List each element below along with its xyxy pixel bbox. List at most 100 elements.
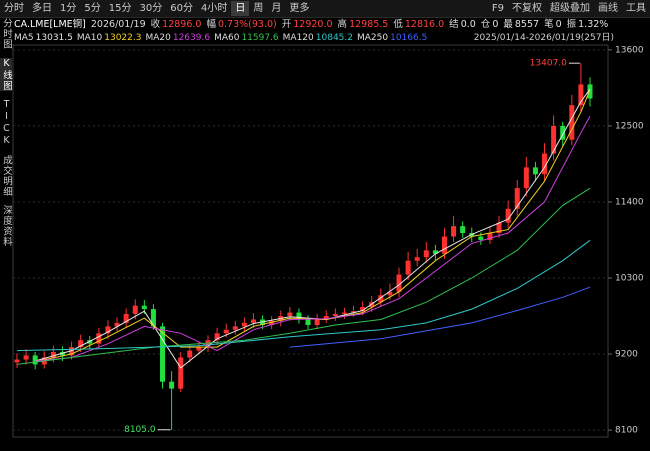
candle-body xyxy=(569,105,575,140)
candle-body xyxy=(14,359,20,363)
candle-body xyxy=(332,313,338,317)
candle-body xyxy=(214,333,220,341)
candle-body xyxy=(323,316,329,320)
candle-body xyxy=(414,257,420,261)
y-tick-label: 11400 xyxy=(615,197,644,207)
candle-body xyxy=(423,250,429,258)
quote-value: 8557 xyxy=(514,19,540,30)
ma-line xyxy=(289,286,591,348)
candle-body xyxy=(269,320,275,325)
legend-value: 10166.5 xyxy=(390,33,428,43)
candle-body xyxy=(78,340,84,348)
tool-button[interactable]: F9 xyxy=(491,3,504,14)
quote-value: 0 xyxy=(555,19,562,30)
quote-value: 0 xyxy=(492,19,499,30)
legend-value: 13022.3 xyxy=(104,33,142,43)
candle-body xyxy=(341,312,347,314)
candle-body xyxy=(551,125,557,154)
side-tab[interactable]: 成交明细 xyxy=(1,154,12,197)
period-button[interactable]: 更多 xyxy=(289,3,310,14)
date-range: 2025/01/14-2026/01/19(257日) xyxy=(473,33,614,43)
candle-body xyxy=(396,274,402,292)
quote-label: 开 xyxy=(281,19,292,30)
period-button[interactable]: 月 xyxy=(271,3,282,14)
quote-value: 1.32% xyxy=(578,19,609,30)
legend-name: MA60 xyxy=(214,33,240,43)
candle-body xyxy=(50,351,56,358)
legend-name: MA120 xyxy=(282,33,314,43)
quote-label: 高 xyxy=(337,19,348,30)
quote-field: 高 12985.5 xyxy=(338,18,389,31)
quote-header: CA.LME[LME铜] 2026/01/19 收 12896.0 幅 0.73%(9… xyxy=(14,18,608,31)
candle-body xyxy=(487,233,493,240)
candle-body xyxy=(314,319,320,325)
tool-button[interactable]: 画线 xyxy=(598,3,618,14)
period-button[interactable]: 多日 xyxy=(32,3,52,14)
candle-body xyxy=(542,153,548,175)
legend-name: MA10 xyxy=(76,33,103,43)
legend-item: MA5 13031.5 xyxy=(14,32,73,44)
ma-line xyxy=(35,115,591,362)
side-tab[interactable]: 深度资料 xyxy=(1,204,12,247)
tool-button[interactable]: 不复权 xyxy=(512,3,542,14)
quote-value: 0.0 xyxy=(460,19,476,30)
quote-label: 低 xyxy=(393,19,403,30)
candle-body xyxy=(150,309,156,327)
candle-body xyxy=(560,125,566,140)
quote-value: 12985.5 xyxy=(349,19,389,30)
candle-body xyxy=(478,236,484,240)
tool-button[interactable]: 超级叠加 xyxy=(550,3,590,14)
period-button[interactable]: 1分 xyxy=(60,3,77,14)
side-tab[interactable]: K线图 xyxy=(0,57,12,91)
legend-item: MA250 10166.5 xyxy=(357,32,427,44)
quote-label: 收 xyxy=(150,19,161,30)
y-tick-label: 12500 xyxy=(615,121,644,131)
candle-body xyxy=(187,350,193,358)
legend-name: MA20 xyxy=(145,33,171,43)
quote-label: 仓 xyxy=(480,19,491,30)
plot-frame xyxy=(12,44,609,438)
candle-body xyxy=(250,319,256,323)
quote-field: 结 0.0 xyxy=(449,18,476,31)
quote-label: 结 xyxy=(449,19,459,30)
ma-line xyxy=(16,187,591,365)
period-button[interactable]: 15分 xyxy=(108,3,132,14)
candle-body xyxy=(32,355,38,365)
candle-body xyxy=(351,311,357,313)
quote-label: 最 xyxy=(503,19,513,30)
side-tab[interactable]: 分时图 xyxy=(1,18,12,50)
candle-body xyxy=(178,357,184,389)
period-button[interactable]: 4小时 xyxy=(200,3,228,14)
side-tab[interactable]: TICK xyxy=(1,98,12,147)
candle-body xyxy=(514,188,520,209)
period-button[interactable]: 30分 xyxy=(139,3,163,14)
legend-item: MA120 10845.2 xyxy=(283,32,353,44)
candle-body xyxy=(378,295,384,303)
period-button[interactable]: 周 xyxy=(253,3,264,14)
legend-name: MA250 xyxy=(356,33,389,43)
quote-field: 振 1.32% xyxy=(567,18,609,31)
y-tick-label: 8100 xyxy=(615,426,638,436)
legend-value: 13031.5 xyxy=(35,33,73,43)
period-button[interactable]: 5分 xyxy=(84,3,101,14)
period-button[interactable]: 日 xyxy=(231,1,250,16)
ma-line xyxy=(35,89,591,363)
legend-item: MA60 11597.6 xyxy=(214,32,279,44)
y-tick-label: 10300 xyxy=(615,273,644,283)
legend-item: MA10 13022.3 xyxy=(77,32,142,44)
candle-body xyxy=(160,326,166,382)
candle-body xyxy=(132,305,138,314)
legend-item: MA20 12639.6 xyxy=(145,32,210,44)
tool-button[interactable]: 工具 xyxy=(626,3,646,14)
quote-value: 12920.0 xyxy=(293,19,333,30)
period-button[interactable]: 60分 xyxy=(170,3,193,14)
candle-body xyxy=(505,208,511,223)
candle-body xyxy=(205,340,211,348)
candle-body xyxy=(123,313,129,323)
period-button[interactable]: 分时 xyxy=(4,3,24,14)
legend-value: 12639.6 xyxy=(172,33,211,43)
quote-field: 开 12920.0 xyxy=(282,18,333,31)
candle-body xyxy=(441,236,447,254)
